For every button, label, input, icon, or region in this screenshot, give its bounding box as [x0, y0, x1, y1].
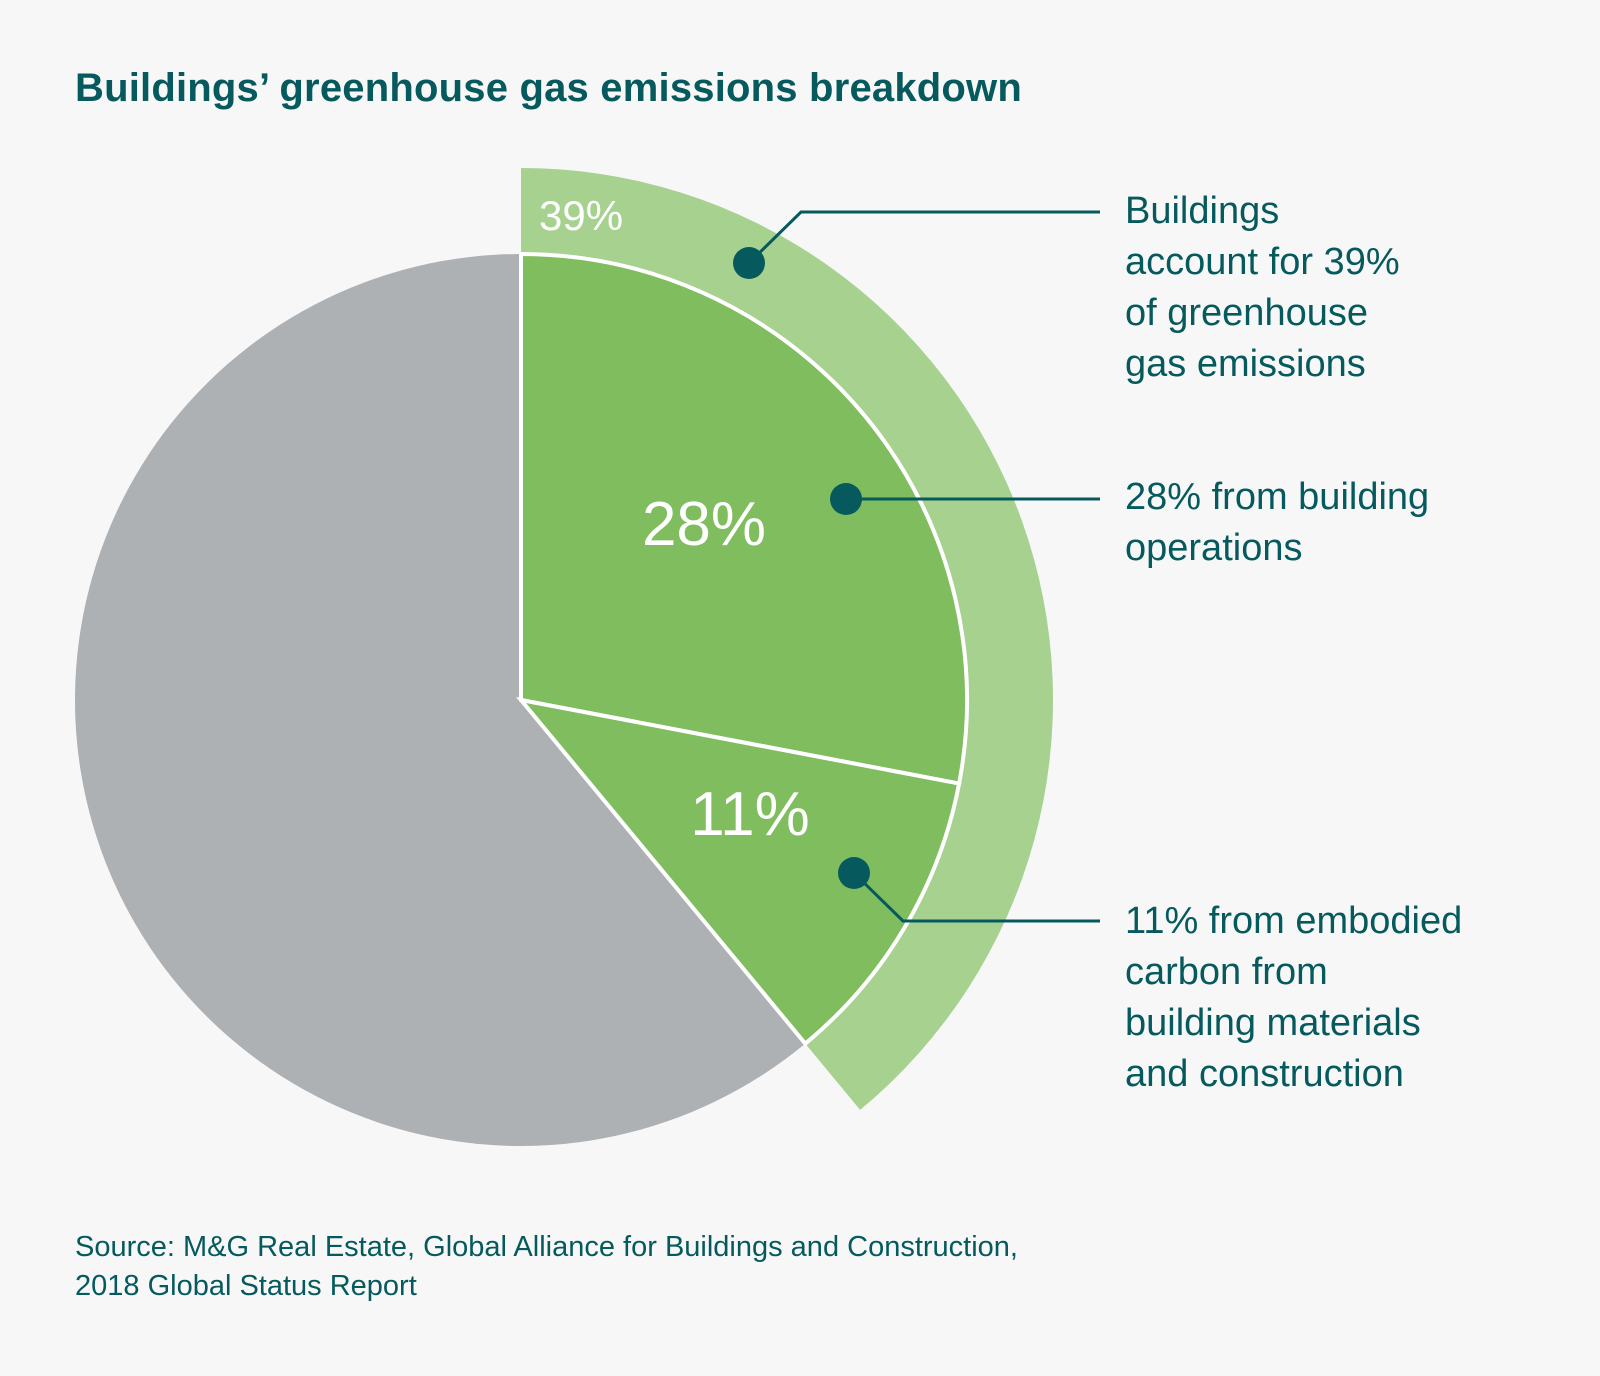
- marker-dot-28: [830, 483, 862, 515]
- source-line: Source: M&G Real Estate, Global Alliance…: [75, 1231, 1018, 1263]
- label-28: 28%: [642, 490, 766, 559]
- annotation-embodied: 11% from embodied carbon from building m…: [1125, 896, 1462, 1100]
- label-11: 11%: [690, 780, 810, 849]
- source-note: Source: M&G Real Estate, Global Alliance…: [75, 1228, 1018, 1306]
- marker-dot-39: [733, 247, 765, 279]
- slice-embodied: [515, 696, 962, 1047]
- annotation-line: and construction: [1125, 1053, 1404, 1095]
- annotation-line: 28% from building: [1125, 476, 1430, 518]
- annotation-line: building materials: [1125, 1002, 1421, 1044]
- chart-title: Buildings’ greenhouse gas emissions brea…: [75, 66, 1023, 110]
- annotation-total: Buildings account for 39% of greenhouse …: [1125, 186, 1400, 390]
- annotation-operations: 28% from building operations: [1125, 472, 1429, 574]
- annotation-line: 11% from embodied: [1125, 900, 1463, 942]
- leader-line-11: [852, 871, 1100, 923]
- slice-operations: [519, 251, 969, 786]
- leader-line-39: [747, 210, 1100, 265]
- annotation-line: of greenhouse: [1125, 292, 1368, 334]
- annotation-line: carbon from: [1125, 951, 1328, 993]
- annotation-line: gas emissions: [1125, 343, 1366, 385]
- annotation-line: operations: [1125, 527, 1303, 569]
- annotation-line: Buildings: [1125, 190, 1280, 232]
- annotation-line: account for 39%: [1125, 241, 1400, 283]
- source-line: 2018 Global Status Report: [75, 1270, 417, 1302]
- label-39: 39%: [539, 192, 623, 239]
- marker-dot-11: [838, 857, 870, 889]
- slice-other: [75, 254, 806, 1146]
